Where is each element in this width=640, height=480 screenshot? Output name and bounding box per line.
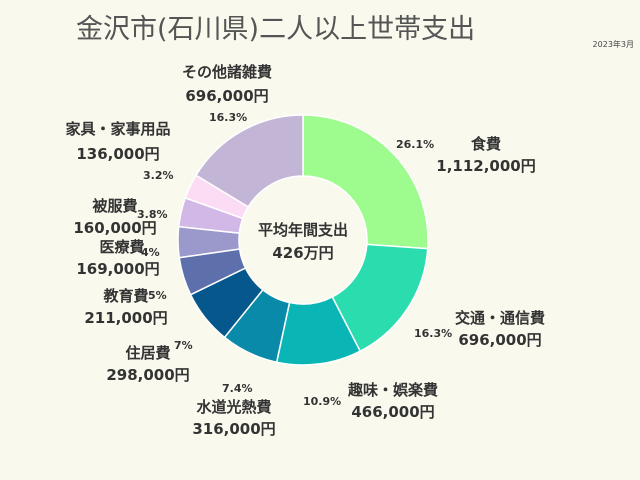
center-value: 426万円: [272, 244, 333, 262]
slice-label-1: 交通・通信費: [455, 309, 545, 327]
slice-9: [195, 114, 304, 208]
date-note: 2023年3月: [593, 39, 634, 49]
slice-value-5: 211,000円: [84, 309, 167, 327]
slice-value-1: 696,000円: [458, 331, 541, 349]
slice-label-6: 医療費: [99, 238, 144, 256]
slices-group: [177, 114, 429, 366]
slice-value-6: 169,000円: [76, 260, 159, 278]
slice-value-3: 316,000円: [192, 420, 275, 438]
slice-0: [302, 114, 429, 250]
slice-pct-7: 3.8%: [137, 208, 168, 221]
slice-pct-4: 7%: [174, 339, 193, 352]
slice-label-7: 被服費: [92, 197, 137, 215]
slice-pct-0: 26.1%: [396, 138, 434, 151]
slice-label-2: 趣味・娯楽費: [347, 381, 438, 399]
slice-pct-3: 7.4%: [222, 382, 253, 395]
slice-pct-5: 5%: [148, 289, 167, 302]
slice-pct-6: 4%: [141, 246, 160, 259]
slice-label-3: 水道光熱費: [196, 398, 271, 416]
slice-label-9: その他諸雑費: [182, 63, 272, 81]
chart-title: 金沢市(石川県)二人以上世帯支出: [76, 14, 475, 45]
slice-pct-8: 3.2%: [143, 169, 174, 182]
slice-pct-2: 10.9%: [303, 395, 341, 408]
slice-pct-1: 16.3%: [414, 327, 452, 340]
slice-label-8: 家具・家事用品: [65, 120, 170, 138]
slice-value-9: 696,000円: [185, 87, 268, 105]
center-label: 平均年間支出: [258, 221, 348, 239]
slice-label-4: 住居費: [125, 344, 170, 362]
slice-value-0: 1,112,000円: [436, 157, 535, 175]
slice-value-4: 298,000円: [106, 366, 189, 384]
slice-value-8: 136,000円: [76, 145, 159, 163]
slice-value-7: 160,000円: [73, 219, 156, 237]
slice-value-2: 466,000円: [351, 403, 434, 421]
slice-pct-9: 16.3%: [209, 111, 247, 124]
slice-label-5: 教育費: [102, 287, 148, 305]
slice-label-0: 食費: [471, 135, 501, 153]
